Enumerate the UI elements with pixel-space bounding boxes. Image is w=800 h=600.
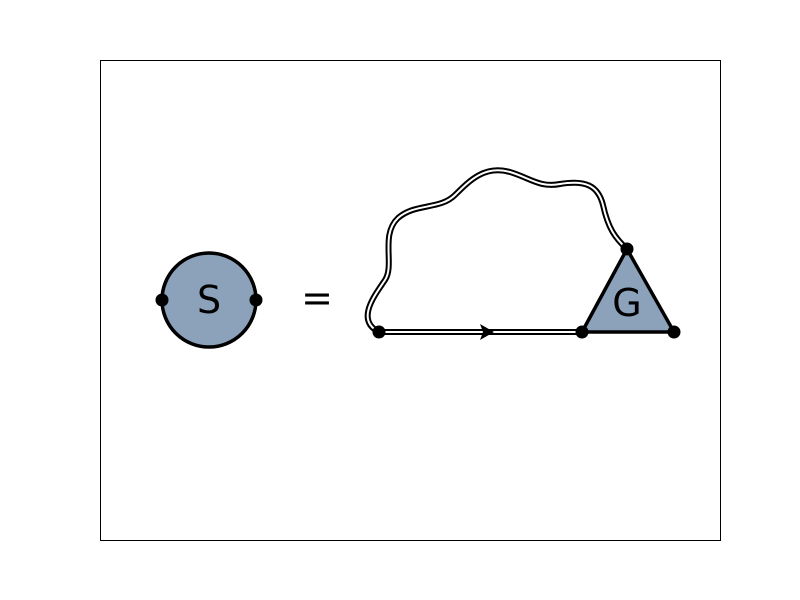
vertex-triangle: [580, 247, 676, 334]
self-energy-label: S: [197, 278, 221, 322]
left-vertex-dot: [155, 293, 169, 307]
arrow-icon: [480, 324, 494, 340]
right-vertex-dot: [249, 293, 263, 307]
triangle-left-dot: [575, 325, 589, 339]
wavy-propagator: [364, 167, 630, 335]
fermion-propagator: [379, 324, 582, 340]
vertex-node: G: [580, 247, 676, 334]
plot-frame: [100, 60, 721, 541]
triangle-top-dot: [620, 242, 634, 256]
vertex-label: G: [612, 281, 641, 325]
self-energy-node: S: [155, 251, 263, 349]
propagator-start-dot: [372, 325, 386, 339]
triangle-right-dot: [667, 325, 681, 339]
wavy-inner: [366, 169, 628, 333]
wavy-outer: [364, 167, 630, 335]
equals-sign: =: [301, 276, 333, 320]
